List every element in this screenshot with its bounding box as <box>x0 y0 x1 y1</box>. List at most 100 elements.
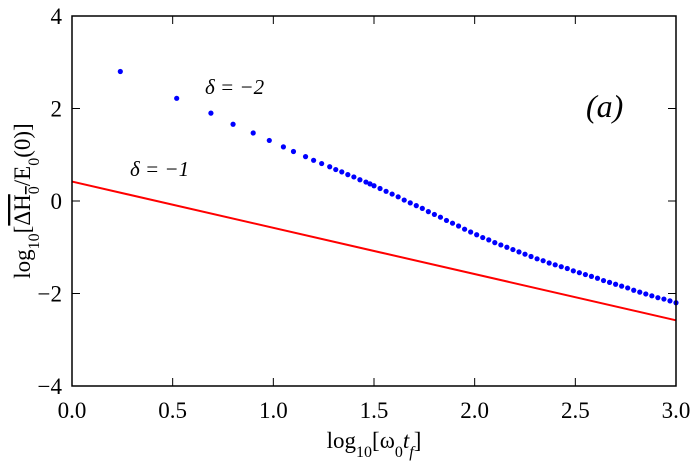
point <box>419 205 425 211</box>
x-tick-label: 0.5 <box>158 398 187 423</box>
point <box>401 197 407 203</box>
point <box>570 268 576 274</box>
point <box>558 264 564 270</box>
point <box>480 234 486 241</box>
label-part: (0)] <box>10 123 35 157</box>
point <box>492 240 498 246</box>
label-part: f <box>409 444 416 461</box>
point <box>625 285 631 291</box>
point <box>631 287 637 293</box>
line <box>71 180 677 322</box>
point <box>540 258 546 264</box>
point <box>667 298 673 304</box>
label-part: 10 <box>26 233 43 249</box>
point <box>437 214 444 220</box>
point <box>486 237 492 243</box>
point <box>474 232 480 238</box>
label-part: 0 <box>26 186 43 194</box>
point <box>522 251 528 257</box>
label-part: ΔH <box>10 194 35 225</box>
point <box>351 174 357 180</box>
point <box>661 296 667 302</box>
point <box>266 137 272 144</box>
point <box>443 217 450 224</box>
label-part: [ <box>10 226 35 234</box>
point <box>431 211 437 218</box>
point <box>462 226 468 232</box>
point <box>345 172 351 178</box>
point <box>280 144 286 150</box>
point <box>516 249 522 255</box>
x-tick-label: 2.0 <box>460 398 489 423</box>
point <box>449 220 456 226</box>
point <box>290 148 297 155</box>
point <box>534 256 540 262</box>
point <box>319 160 325 167</box>
point <box>564 265 570 272</box>
point <box>649 293 655 299</box>
point <box>606 279 613 285</box>
label-part: log <box>10 249 35 279</box>
point <box>600 277 607 284</box>
label-part: 0 <box>26 158 43 166</box>
y-tick-label: 0 <box>51 189 63 214</box>
xlabel: log10[ω0tf] <box>327 428 422 461</box>
point <box>504 244 510 250</box>
point <box>588 273 595 279</box>
point <box>613 281 619 287</box>
point <box>333 166 339 173</box>
x-tick-label: 1.0 <box>259 398 288 423</box>
annotation: δ = −1 <box>130 157 189 181</box>
point <box>498 242 504 248</box>
point <box>230 121 236 127</box>
x-tick-label: 2.5 <box>561 398 590 423</box>
annotation: δ = −2 <box>205 75 265 99</box>
point <box>357 177 363 183</box>
point <box>389 191 395 197</box>
plot-frame <box>71 15 677 387</box>
point <box>413 203 419 209</box>
ylabel: log10[ΔH0/E0(0)] <box>10 123 43 278</box>
point <box>250 130 256 136</box>
point <box>510 246 516 253</box>
point <box>594 275 601 281</box>
y-tick-label: −2 <box>38 282 62 307</box>
point <box>395 194 401 200</box>
point <box>371 183 377 189</box>
point <box>208 110 214 116</box>
point <box>528 253 534 260</box>
label-part: 0 <box>395 444 403 461</box>
y-tick-label: 4 <box>51 4 63 29</box>
point <box>174 95 180 101</box>
point <box>637 289 643 295</box>
point <box>546 260 552 266</box>
point <box>582 271 589 278</box>
point <box>468 229 474 235</box>
label-part: /E <box>10 166 35 186</box>
point <box>311 157 317 163</box>
panel-label: (a) <box>586 88 623 124</box>
point <box>455 223 462 229</box>
point <box>425 209 431 215</box>
point <box>383 188 389 194</box>
point <box>576 270 582 276</box>
point <box>655 295 661 301</box>
label-part: ] <box>414 428 422 453</box>
point <box>407 200 413 206</box>
label-part: t <box>403 428 410 453</box>
label-part: 10 <box>356 444 372 461</box>
y-tick-label: 2 <box>51 97 63 122</box>
label-part: [ω <box>372 428 395 453</box>
point <box>619 283 625 289</box>
point <box>302 154 309 160</box>
point <box>552 262 558 268</box>
y-tick-label: −4 <box>38 374 63 399</box>
point <box>339 169 345 175</box>
label-part: log <box>327 428 357 453</box>
point <box>327 164 333 170</box>
point <box>363 179 369 185</box>
x-tick-label: 0.0 <box>58 398 87 423</box>
point <box>117 68 123 75</box>
x-tick-label: 1.5 <box>360 398 389 423</box>
